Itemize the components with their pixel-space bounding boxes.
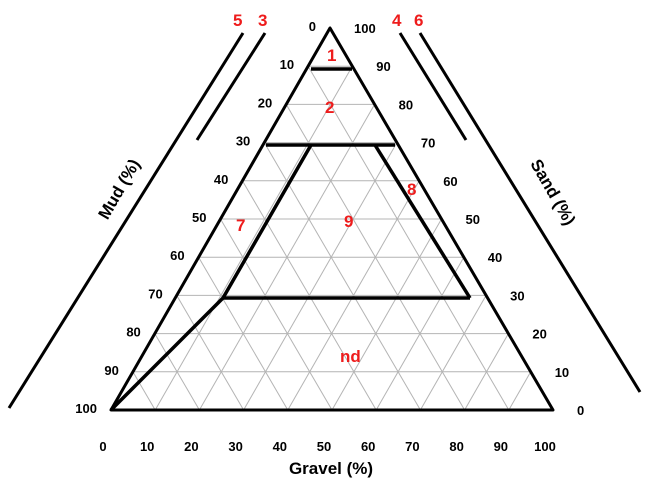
gravel-axis-title: Gravel (%) xyxy=(289,459,373,478)
bottom-tick-label: 100 xyxy=(534,439,556,454)
region-label-3: 3 xyxy=(258,11,267,30)
grid-line-right xyxy=(198,104,376,411)
left-tick-label: 90 xyxy=(104,363,118,378)
right-tick-label: 70 xyxy=(421,136,435,151)
boundary-7-9 xyxy=(221,144,313,299)
boundary-nd-left xyxy=(109,296,225,412)
left-tick-label: 30 xyxy=(236,134,250,149)
mud-axis-title: Mud (%) xyxy=(94,156,144,223)
bottom-tick-label: 90 xyxy=(494,439,508,454)
grid-line-left xyxy=(132,371,156,411)
grid-line-left xyxy=(220,218,333,411)
triangle-frame xyxy=(109,26,555,412)
left-tick-label: 100 xyxy=(75,401,97,416)
left-tick-label: 50 xyxy=(192,210,206,225)
right-tick-label: 100 xyxy=(354,21,376,36)
grid-line-left xyxy=(176,295,245,411)
left-outer-line-5 xyxy=(7,32,245,409)
right-tick-label: 20 xyxy=(532,327,546,342)
bottom-tick-label: 20 xyxy=(184,439,198,454)
grid-line-left xyxy=(263,142,421,411)
grid-line-right xyxy=(419,295,487,411)
bottom-tick-label: 40 xyxy=(273,439,287,454)
bottom-tick-labels: 0 10 20 30 40 50 60 70 80 90 100 xyxy=(99,439,555,454)
grid-lines xyxy=(132,65,532,411)
region-label-8: 8 xyxy=(407,180,416,199)
bottom-tick-label: 80 xyxy=(449,439,463,454)
grid-line-right xyxy=(243,142,398,411)
grid-line-right xyxy=(154,65,353,411)
region-label-9: 9 xyxy=(344,212,353,231)
bottom-tick-label: 70 xyxy=(405,439,419,454)
left-tick-labels: 0 10 20 30 40 50 60 70 80 90 100 xyxy=(75,19,316,416)
left-tick-label: 40 xyxy=(214,172,228,187)
bottom-tick-label: 50 xyxy=(317,439,331,454)
region-label-nd: nd xyxy=(340,347,361,366)
right-outer-line-6 xyxy=(418,32,642,393)
left-outer-line-3 xyxy=(195,32,267,141)
left-tick-label: 70 xyxy=(148,286,162,301)
bottom-tick-label: 10 xyxy=(140,439,154,454)
right-tick-label: 90 xyxy=(376,59,390,74)
grid-line-right xyxy=(331,218,442,411)
region-label-7: 7 xyxy=(236,216,245,235)
right-tick-label: 80 xyxy=(399,97,413,112)
left-tick-label: 60 xyxy=(170,248,184,263)
grid-line-right xyxy=(508,371,532,411)
left-tick-label: 10 xyxy=(280,57,294,72)
region-label-2: 2 xyxy=(325,98,334,117)
region-label-4: 4 xyxy=(392,11,402,30)
region-label-6: 6 xyxy=(414,11,423,30)
right-tick-label: 50 xyxy=(466,212,480,227)
right-outer-line-4 xyxy=(398,32,468,141)
bottom-tick-label: 60 xyxy=(361,439,375,454)
bottom-tick-label: 30 xyxy=(228,439,242,454)
right-tick-label: 60 xyxy=(443,174,457,189)
grid-line-left xyxy=(307,65,510,411)
boundary-9-8 xyxy=(373,144,472,299)
left-tick-label: 0 xyxy=(309,19,316,34)
grid-line-left xyxy=(285,104,466,411)
bottom-tick-label: 0 xyxy=(99,439,106,454)
left-tick-label: 80 xyxy=(126,325,140,340)
region-label-5: 5 xyxy=(233,11,242,30)
right-tick-label: 0 xyxy=(577,403,584,418)
right-tick-label: 10 xyxy=(555,365,569,380)
right-tick-label: 40 xyxy=(488,250,502,265)
region-label-1: 1 xyxy=(327,46,336,65)
right-tick-label: 30 xyxy=(510,288,524,303)
left-tick-label: 20 xyxy=(258,95,272,110)
